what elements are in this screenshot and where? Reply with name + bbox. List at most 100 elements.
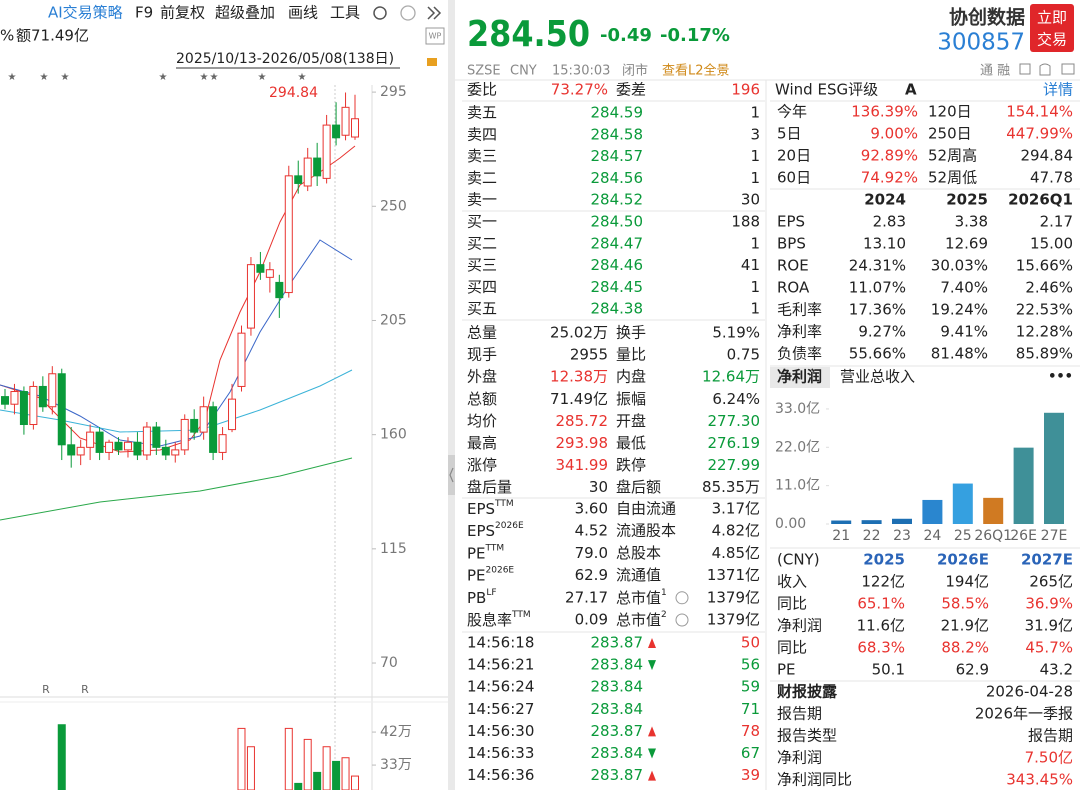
star-marker: ★ [8,72,17,83]
row-label: 收入 [777,573,807,591]
candle-body [332,124,341,139]
row-label: 同比 [777,639,807,657]
help-icon[interactable] [400,5,416,21]
info-icon[interactable] [675,591,689,605]
row-value: 88.2% [941,639,989,657]
row-label: 250日 [928,125,972,143]
row-label: 5日 [777,125,802,143]
book-level: 卖四 [467,125,497,143]
row-value: 71.49亿 [550,390,608,408]
row-value: 3.17亿 [712,500,760,518]
label-sup: LF [486,587,496,597]
label-main: EPS [467,500,495,518]
candle-body [351,118,359,138]
book-price: 284.47 [591,234,644,252]
row-value: 15.00 [1030,235,1073,253]
trade-volume: 71 [741,700,760,718]
x-tick-label: 27E [1041,528,1068,544]
label: PETTM [467,543,504,562]
candle-body [237,332,246,387]
x-tick-label: 24 [923,528,941,544]
row-value: 36.9% [1025,595,1073,613]
candle-body [256,264,265,273]
row-label: 总股本 [616,544,661,562]
more-button[interactable]: ••• [1048,370,1073,385]
collapse-handle[interactable] [448,455,455,495]
row-value: 265亿 [1029,573,1073,591]
book-price: 284.50 [591,213,644,231]
trade-time: 14:56:30 [467,722,534,740]
toolbar-item[interactable]: 超级叠加 [215,4,275,22]
row-value: 4.52 [575,522,608,540]
ma-line [0,239,353,447]
tab[interactable]: 营业总收入 [840,368,915,386]
market-status: 闭市 [622,63,648,79]
row-value: 447.99% [1006,125,1073,143]
toolbar-item[interactable]: F9 [135,4,153,22]
expand-icon[interactable] [427,6,442,20]
trade-price: 283.87 [591,634,644,652]
row-value: 27.17 [565,588,608,606]
label-sup: TTM [494,499,514,509]
trade-price: 283.84 [591,744,644,762]
l2-link[interactable]: 查看L2全景 [662,63,730,79]
row-value: 1379亿 [707,611,760,629]
trade-button-label[interactable]: 交易 [1037,31,1067,49]
row-value: 196 [731,81,760,99]
candle-body [190,418,199,433]
row-value: 24.31% [849,257,906,275]
row-value: 194亿 [945,573,989,591]
book-size: 1 [750,147,760,165]
trade-volume: 67 [741,744,760,762]
bell-icon[interactable] [1039,63,1051,76]
settings-icon[interactable] [373,6,387,20]
esg-link[interactable]: 详情 [1043,81,1073,99]
icon[interactable] [1061,63,1075,75]
y-tick-label: 22.0亿 [775,439,820,455]
trade-volume: 78 [741,722,760,740]
lock-icon[interactable] [427,58,437,66]
candle-body [322,124,331,179]
star-marker: ★ [40,72,49,83]
toolbar-item[interactable]: 前复权 [160,4,205,22]
book-level: 卖一 [467,191,497,209]
book-level: 买五 [467,300,497,318]
column-header: 2024 [864,191,906,209]
row-value: 19.24% [931,301,988,319]
volume-bar [57,724,66,790]
toolbar-item[interactable]: 画线 [288,4,318,22]
book-price: 284.45 [591,278,644,296]
row-value: 2026年一季报 [975,705,1073,723]
last-price: 284.50 [467,14,590,55]
info-icon[interactable] [675,613,689,627]
candle-body [284,175,293,294]
toolbar-item[interactable]: AI交易策略 [48,4,123,22]
book-size: 30 [741,191,760,209]
candle-body [76,446,85,456]
trade-price: 283.87 [591,766,644,784]
candle-body [161,446,170,456]
esg-label: Wind ESG评级 [775,81,878,99]
toolbar-item[interactable]: 工具 [330,4,360,22]
panel-divider [448,0,455,790]
active-tab-bg [770,367,830,388]
trade-time: 14:56:36 [467,766,534,784]
wp-icon[interactable] [425,27,445,45]
icon-label: WP [429,32,442,41]
date-range[interactable]: 2025/10/13-2026/05/08(138日) [176,51,394,67]
tab[interactable]: 净利润 [777,368,822,386]
row-label: 负债率 [777,345,822,363]
label-sup: 1 [661,587,667,597]
x-tick-label: 25 [954,528,972,544]
collapse-arrow [449,467,454,483]
row-label: 净利率 [777,323,822,341]
trade-button[interactable] [1030,4,1074,52]
row-label: 今年 [777,103,807,121]
label: EPSTTM [467,499,514,518]
volume-bar [332,760,341,790]
row-value: 25.02万 [550,324,608,342]
trade-button-label[interactable]: 立即 [1037,9,1067,27]
row-value: 3.60 [575,500,608,518]
icon[interactable] [1019,63,1031,75]
row-label: 120日 [928,103,972,121]
